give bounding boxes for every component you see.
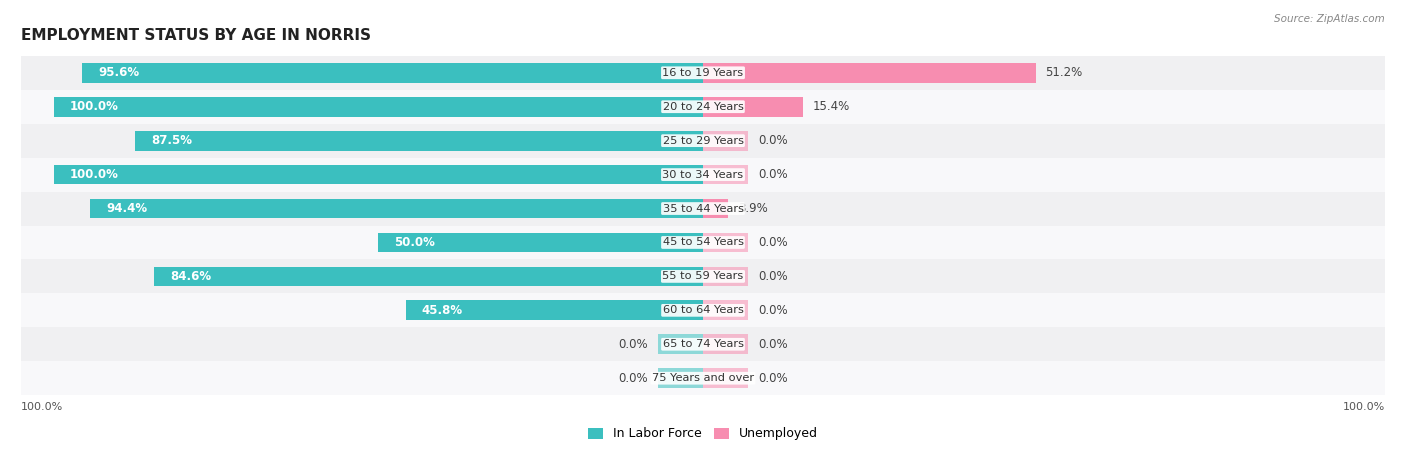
Bar xyxy=(21,124,1385,158)
Bar xyxy=(703,199,728,218)
Legend: In Labor Force, Unemployed: In Labor Force, Unemployed xyxy=(583,423,823,446)
Text: 35 to 44 Years: 35 to 44 Years xyxy=(662,203,744,213)
Text: 100.0%: 100.0% xyxy=(21,402,63,412)
Text: 0.0%: 0.0% xyxy=(619,338,648,351)
Bar xyxy=(135,131,703,151)
Text: 3.9%: 3.9% xyxy=(738,202,768,215)
Bar xyxy=(378,233,703,252)
Bar xyxy=(703,335,748,354)
Bar xyxy=(703,63,1035,83)
Bar xyxy=(90,199,703,218)
Bar xyxy=(21,361,1385,395)
Bar xyxy=(405,300,703,320)
Bar xyxy=(53,165,703,184)
Text: 95.6%: 95.6% xyxy=(98,66,139,79)
Bar xyxy=(82,63,703,83)
Bar xyxy=(153,267,703,286)
Text: 100.0%: 100.0% xyxy=(1343,402,1385,412)
Text: 0.0%: 0.0% xyxy=(619,372,648,385)
Text: 100.0%: 100.0% xyxy=(70,168,118,181)
Bar xyxy=(21,327,1385,361)
Text: 84.6%: 84.6% xyxy=(170,270,211,283)
Text: 65 to 74 Years: 65 to 74 Years xyxy=(662,339,744,349)
Bar xyxy=(21,90,1385,124)
Bar xyxy=(703,368,748,388)
Text: 0.0%: 0.0% xyxy=(758,236,787,249)
Text: 50.0%: 50.0% xyxy=(395,236,436,249)
Text: Source: ZipAtlas.com: Source: ZipAtlas.com xyxy=(1274,14,1385,23)
Bar xyxy=(21,158,1385,192)
Text: 30 to 34 Years: 30 to 34 Years xyxy=(662,170,744,179)
Text: 0.0%: 0.0% xyxy=(758,134,787,147)
Text: EMPLOYMENT STATUS BY AGE IN NORRIS: EMPLOYMENT STATUS BY AGE IN NORRIS xyxy=(21,28,371,43)
Bar xyxy=(703,131,748,151)
Bar xyxy=(53,97,703,116)
Text: 0.0%: 0.0% xyxy=(758,304,787,317)
Bar xyxy=(658,335,703,354)
Bar xyxy=(21,259,1385,293)
Bar xyxy=(658,368,703,388)
Text: 60 to 64 Years: 60 to 64 Years xyxy=(662,305,744,315)
Text: 0.0%: 0.0% xyxy=(758,338,787,351)
Bar xyxy=(703,165,748,184)
Bar xyxy=(21,192,1385,226)
Text: 0.0%: 0.0% xyxy=(758,270,787,283)
Text: 51.2%: 51.2% xyxy=(1045,66,1083,79)
Bar xyxy=(703,97,803,116)
Text: 87.5%: 87.5% xyxy=(150,134,193,147)
Text: 20 to 24 Years: 20 to 24 Years xyxy=(662,102,744,112)
Bar xyxy=(703,267,748,286)
Bar xyxy=(703,233,748,252)
Text: 15.4%: 15.4% xyxy=(813,100,851,113)
Text: 94.4%: 94.4% xyxy=(107,202,148,215)
Bar xyxy=(21,293,1385,327)
Text: 75 Years and over: 75 Years and over xyxy=(652,373,754,383)
Text: 100.0%: 100.0% xyxy=(70,100,118,113)
Text: 25 to 29 Years: 25 to 29 Years xyxy=(662,136,744,146)
Text: 55 to 59 Years: 55 to 59 Years xyxy=(662,272,744,281)
Text: 45 to 54 Years: 45 to 54 Years xyxy=(662,238,744,248)
Text: 45.8%: 45.8% xyxy=(422,304,463,317)
Bar xyxy=(21,226,1385,259)
Text: 0.0%: 0.0% xyxy=(758,168,787,181)
Text: 16 to 19 Years: 16 to 19 Years xyxy=(662,68,744,78)
Bar xyxy=(703,300,748,320)
Text: 0.0%: 0.0% xyxy=(758,372,787,385)
Bar xyxy=(21,56,1385,90)
